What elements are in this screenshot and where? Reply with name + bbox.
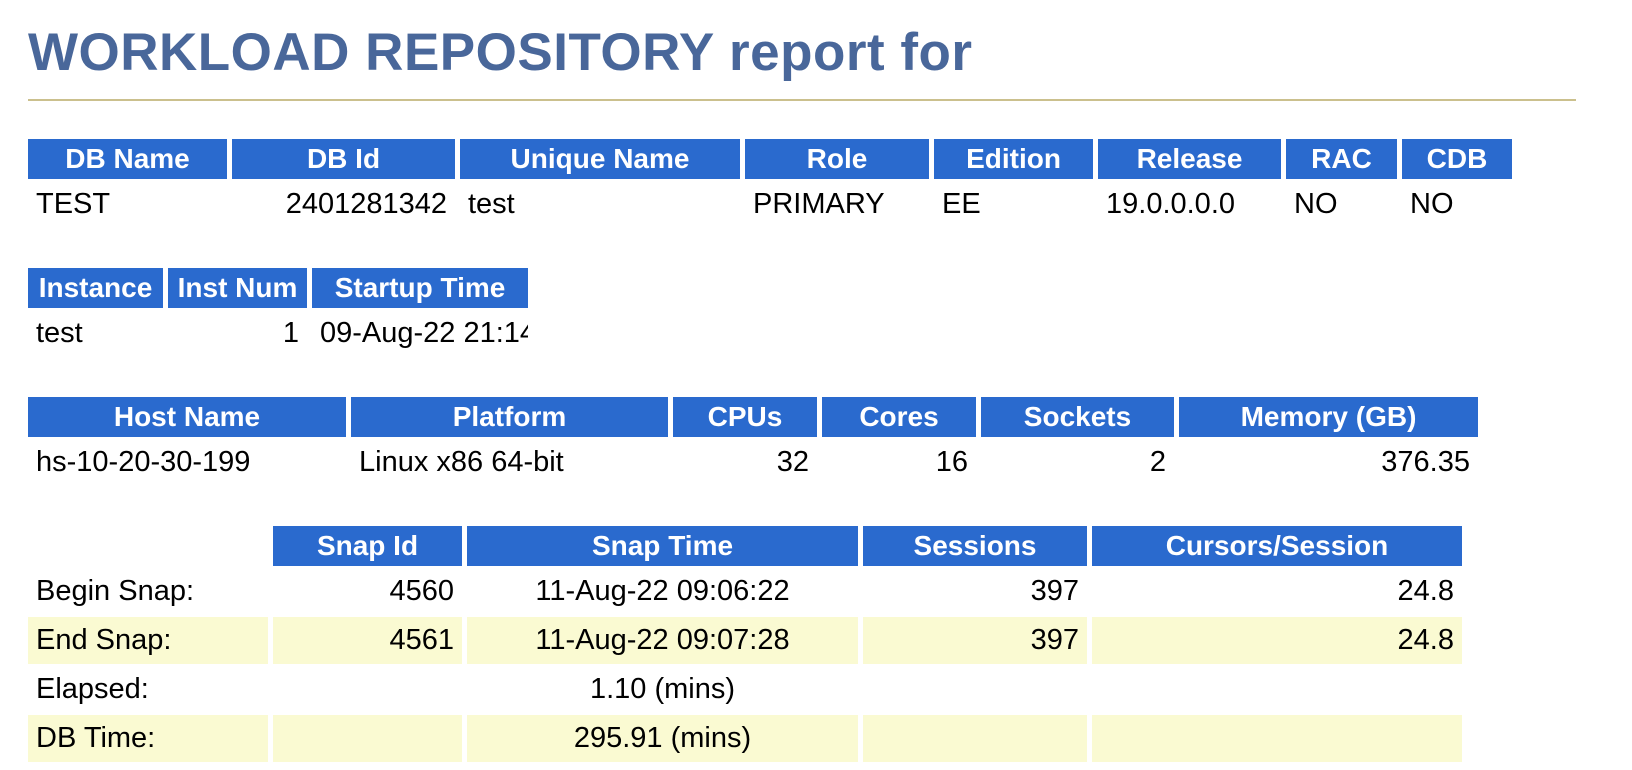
host-data-row: hs-10-20-30-199 Linux x86 64-bit 32 16 2…	[28, 439, 1478, 486]
row-label: DB Time:	[28, 715, 268, 762]
memory-value: 376.35	[1381, 446, 1470, 478]
cpus-value: 32	[776, 446, 809, 478]
host-table: Host Name Platform CPUs Cores Sockets Me…	[23, 395, 1483, 488]
snap-id-value	[273, 666, 462, 713]
instance-value: test	[36, 317, 83, 349]
header-cell-sockets: Sockets	[981, 397, 1174, 437]
snapshot-header-row: Snap Id Snap Time Sessions Cursors/Sessi…	[28, 526, 1462, 566]
db-time-row: DB Time: 295.91 (mins)	[28, 715, 1462, 762]
header-cell-cdb: CDB	[1402, 139, 1512, 179]
sessions-value	[863, 715, 1087, 762]
edition-value: EE	[942, 188, 981, 220]
host-header-row: Host Name Platform CPUs Cores Sockets Me…	[28, 397, 1478, 437]
cursors-session-value	[1092, 666, 1462, 713]
begin-snap-row: Begin Snap: 4560 11-Aug-22 09:06:22 397 …	[28, 568, 1462, 615]
cursors-session-value: 24.8	[1092, 617, 1462, 664]
cursors-session-value: 24.8	[1397, 575, 1454, 607]
header-cell-sessions: Sessions	[863, 526, 1087, 566]
rac-value: NO	[1294, 188, 1338, 220]
page-title: WORKLOAD REPOSITORY report for	[28, 23, 973, 82]
header-cell-cpus: CPUs	[673, 397, 817, 437]
snap-id-value	[273, 715, 462, 762]
row-label: Elapsed:	[36, 673, 149, 705]
sessions-value: 397	[1030, 575, 1079, 607]
db-time-value: 295.91 (mins)	[467, 715, 858, 762]
db-data-row: TEST 2401281342 test PRIMARY EE 19.0.0.0…	[28, 181, 1512, 228]
snapshot-table: Snap Id Snap Time Sessions Cursors/Sessi…	[23, 524, 1467, 764]
elapsed-value: 1.10 (mins)	[589, 673, 736, 705]
elapsed-row: Elapsed: 1.10 (mins)	[28, 666, 1462, 713]
header-cell-blank	[28, 526, 268, 566]
host-name-value: hs-10-20-30-199	[36, 446, 251, 478]
header-cell-snap-time: Snap Time	[467, 526, 858, 566]
title-rule	[28, 99, 1576, 101]
cursors-session-value	[1092, 715, 1462, 762]
header-cell-edition: Edition	[934, 139, 1093, 179]
header-cell-db-name: DB Name	[28, 139, 227, 179]
end-snap-row: End Snap: 4561 11-Aug-22 09:07:28 397 24…	[28, 617, 1462, 664]
db-summary-table: DB Name DB Id Unique Name Role Edition R…	[23, 137, 1517, 230]
snap-id-value: 4561	[273, 617, 462, 664]
header-cell-host-name: Host Name	[28, 397, 346, 437]
db-name-value: TEST	[36, 188, 111, 220]
header-cell-release: Release	[1098, 139, 1281, 179]
header-cell-platform: Platform	[351, 397, 668, 437]
instance-data-row: test 1 09-Aug-22 21:14	[28, 310, 528, 357]
snap-time-value: 11-Aug-22 09:06:22	[535, 575, 790, 607]
startup-time-value: 09-Aug-22 21:14	[320, 317, 528, 349]
header-cell-unique-name: Unique Name	[460, 139, 740, 179]
inst-num-value: 1	[282, 317, 299, 349]
release-value: 19.0.0.0.0	[1106, 188, 1235, 220]
header-cell-rac: RAC	[1286, 139, 1397, 179]
unique-name-value: test	[468, 188, 515, 220]
header-cell-db-id: DB Id	[232, 139, 455, 179]
cores-value: 16	[935, 446, 968, 478]
snap-time-value: 11-Aug-22 09:07:28	[467, 617, 858, 664]
header-cell-snap-id: Snap Id	[273, 526, 462, 566]
header-cell-instance: Instance	[28, 268, 163, 308]
instance-table: Instance Inst Num Startup Time test 1 09…	[23, 266, 533, 359]
header-cell-memory: Memory (GB)	[1179, 397, 1478, 437]
db-header-row: DB Name DB Id Unique Name Role Edition R…	[28, 139, 1512, 179]
instance-header-row: Instance Inst Num Startup Time	[28, 268, 528, 308]
header-cell-cursors-session: Cursors/Session	[1092, 526, 1462, 566]
header-cell-startup-time: Startup Time	[312, 268, 528, 308]
row-label: End Snap:	[28, 617, 268, 664]
snap-id-value: 4560	[389, 575, 454, 607]
platform-value: Linux x86 64-bit	[359, 446, 564, 478]
sessions-value: 397	[863, 617, 1087, 664]
sockets-value: 2	[1149, 446, 1166, 478]
sessions-value	[863, 666, 1087, 713]
header-cell-cores: Cores	[822, 397, 976, 437]
db-id-value: 2401281342	[285, 188, 447, 220]
header-cell-inst-num: Inst Num	[168, 268, 307, 308]
role-value: PRIMARY	[753, 188, 885, 220]
cdb-value: NO	[1410, 188, 1454, 220]
row-label: Begin Snap:	[36, 575, 195, 607]
header-cell-role: Role	[745, 139, 929, 179]
